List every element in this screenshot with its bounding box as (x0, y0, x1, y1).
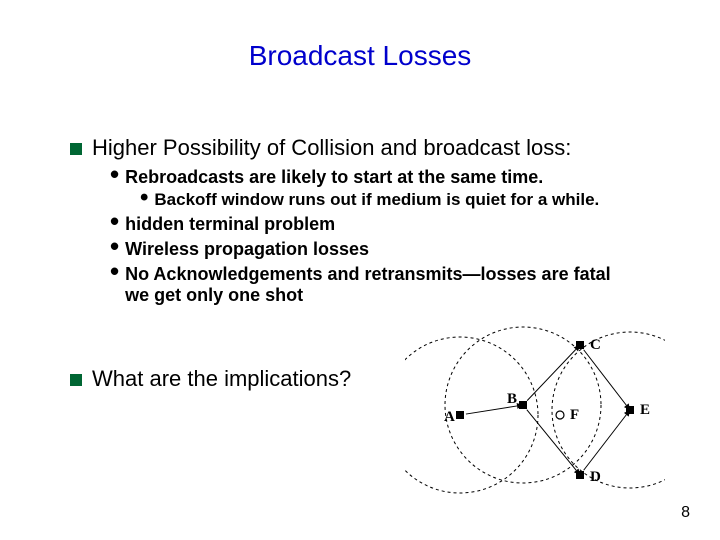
sub-bullet-4-text: No Acknowledgements and retransmits—loss… (125, 264, 635, 306)
dot-bullet-icon: • (110, 212, 119, 230)
svg-text:D: D (590, 469, 601, 485)
svg-text:F: F (570, 407, 579, 423)
sub-bullet-2-text: hidden terminal problem (125, 214, 335, 235)
square-bullet-icon (70, 143, 82, 155)
sub-bullet-1: • Rebroadcasts are likely to start at th… (110, 165, 670, 188)
network-diagram: A B C D E F (405, 315, 665, 505)
sub-bullet-2: • hidden terminal problem (110, 212, 670, 235)
dot-bullet-icon: • (110, 165, 119, 183)
slide-title: Broadcast Losses (0, 40, 720, 72)
sub-bullet-1-text: Rebroadcasts are likely to start at the … (125, 167, 543, 188)
sub-bullet-4: • No Acknowledgements and retransmits—lo… (110, 262, 670, 306)
svg-text:C: C (590, 337, 601, 353)
bullet-2-text: What are the implications? (92, 366, 351, 392)
dot-bullet-icon: • (110, 237, 119, 255)
svg-text:A: A (444, 409, 455, 425)
page-number: 8 (681, 504, 690, 522)
sub-bullets: • Rebroadcasts are likely to start at th… (110, 165, 670, 306)
square-bullet-icon (70, 374, 82, 386)
slide: Broadcast Losses Higher Possibility of C… (0, 0, 720, 540)
dot-bullet-icon: • (110, 262, 119, 280)
sub-bullet-3-text: Wireless propagation losses (125, 239, 369, 260)
subsub-bullet-1: • Backoff window runs out if medium is q… (140, 190, 670, 210)
subsub-bullet-1-text: Backoff window runs out if medium is qui… (154, 190, 599, 210)
dot-bullet-icon: • (140, 190, 148, 206)
subsub-wrap: • Backoff window runs out if medium is q… (140, 190, 670, 210)
sub-bullet-3: • Wireless propagation losses (110, 237, 670, 260)
bullet-1: Higher Possibility of Collision and broa… (70, 135, 670, 161)
svg-text:E: E (640, 402, 650, 418)
svg-text:B: B (507, 391, 517, 407)
bullet-1-text: Higher Possibility of Collision and broa… (92, 135, 571, 161)
